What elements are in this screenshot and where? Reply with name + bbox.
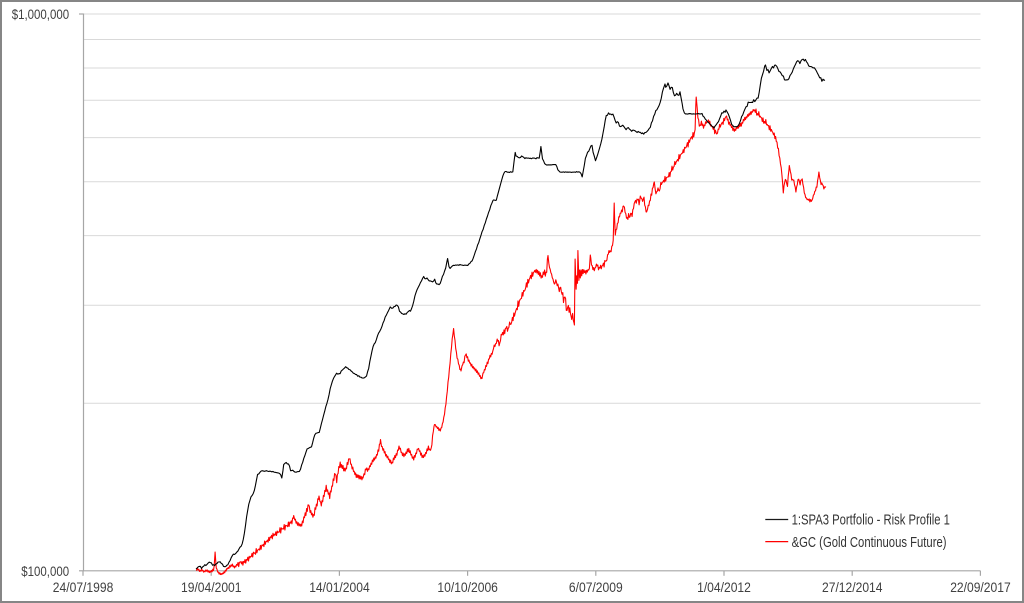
svg-text:1:SPA3 Portfolio - Risk Profil: 1:SPA3 Portfolio - Risk Profile 1 — [792, 512, 950, 529]
svg-text:22/09/2017: 22/09/2017 — [950, 579, 1011, 595]
svg-text:24/07/1998: 24/07/1998 — [53, 579, 114, 595]
svg-text:6/07/2009: 6/07/2009 — [569, 579, 623, 595]
svg-text:$1,000,000: $1,000,000 — [12, 6, 70, 22]
svg-text:1/04/2012: 1/04/2012 — [697, 579, 751, 595]
svg-text:14/01/2004: 14/01/2004 — [309, 579, 370, 595]
svg-text:19/04/2001: 19/04/2001 — [181, 579, 242, 595]
svg-text:&GC (Gold Continuous Future): &GC (Gold Continuous Future) — [792, 534, 947, 551]
svg-text:27/12/2014: 27/12/2014 — [822, 579, 883, 595]
svg-text:10/10/2006: 10/10/2006 — [437, 579, 498, 595]
svg-text:$100,000: $100,000 — [21, 563, 69, 579]
